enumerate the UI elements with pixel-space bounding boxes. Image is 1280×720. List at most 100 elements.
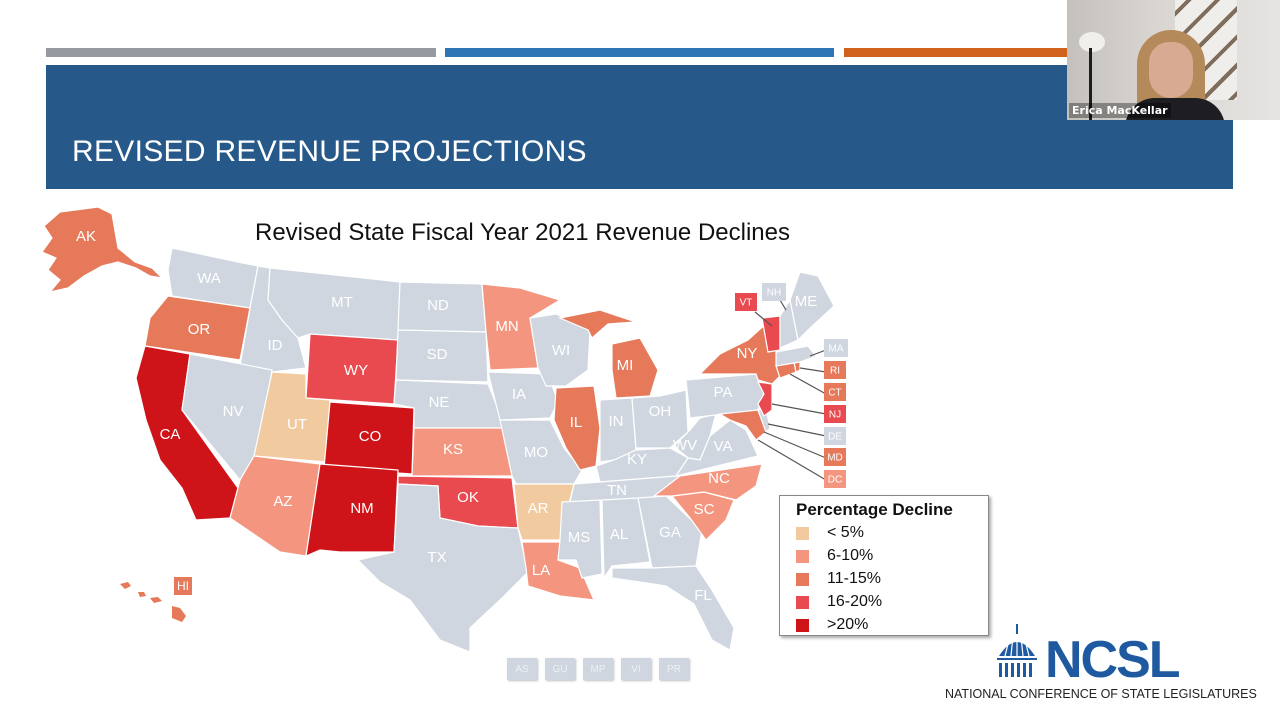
territory-AS[interactable]: AS — [507, 658, 537, 680]
state-HI[interactable] — [120, 582, 186, 622]
callout-MD[interactable] — [824, 448, 846, 466]
state-NM[interactable] — [305, 463, 399, 557]
state-ME[interactable] — [789, 271, 835, 342]
svg-text:WA: WA — [197, 270, 221, 287]
svg-text:AR: AR — [528, 500, 549, 517]
state-MS[interactable] — [557, 499, 603, 579]
accent-bar-blue — [445, 48, 834, 57]
svg-text:CO: CO — [359, 428, 382, 445]
svg-text:KY: KY — [627, 451, 647, 468]
slide-title-band: REVISED REVENUE PROJECTIONS — [46, 65, 1233, 189]
legend-label: < 5% — [827, 524, 864, 541]
svg-text:AZ: AZ — [273, 493, 292, 510]
svg-text:DE: DE — [828, 432, 842, 443]
svg-text:NC: NC — [708, 470, 730, 487]
video-lamp-pole — [1089, 48, 1092, 120]
svg-text:IN: IN — [609, 413, 624, 430]
state-OR[interactable] — [144, 295, 251, 361]
callout-RI[interactable] — [824, 361, 846, 379]
legend-label: 6-10% — [827, 547, 874, 564]
state-MA[interactable] — [775, 345, 817, 367]
legend-label: >20% — [827, 616, 869, 633]
svg-text:VA: VA — [714, 438, 733, 455]
slide-title: REVISED REVENUE PROJECTIONS — [72, 135, 587, 168]
state-TX[interactable] — [356, 483, 529, 653]
callout-CT[interactable] — [824, 383, 846, 401]
territory-MP[interactable]: MP — [583, 658, 613, 680]
callout-NJ[interactable] — [824, 405, 846, 423]
svg-text:MS: MS — [568, 529, 591, 546]
state-FL[interactable] — [611, 565, 735, 651]
state-labels: AK WA OR CA ID NV MT WY UT CO AZ NM ND S… — [76, 228, 844, 604]
svg-text:OH: OH — [649, 403, 672, 420]
state-IL[interactable] — [553, 385, 601, 471]
territory-GU[interactable]: GU — [545, 658, 575, 680]
callout-MA[interactable] — [824, 339, 848, 357]
legend-swatch — [796, 549, 809, 563]
state-SD[interactable] — [395, 329, 489, 383]
svg-text:WY: WY — [344, 362, 368, 379]
state-IA[interactable] — [487, 371, 559, 421]
svg-text:LA: LA — [532, 562, 550, 579]
participant-video-tile[interactable]: Erica MacKellar — [1067, 0, 1280, 120]
svg-text:ME: ME — [795, 293, 818, 310]
svg-text:WV: WV — [673, 437, 697, 454]
svg-text:DC: DC — [828, 475, 842, 486]
legend-item-16-20: 16-20% — [796, 592, 882, 612]
state-AK[interactable] — [41, 206, 164, 293]
us-choropleth-map: AK WA OR CA ID NV MT WY UT CO AZ NM ND S… — [41, 206, 848, 653]
svg-text:MD: MD — [827, 453, 843, 464]
svg-text:MT: MT — [331, 294, 353, 311]
svg-text:NJ: NJ — [829, 410, 841, 421]
ncsl-logo: NCSL NATIONAL CONFERENCE OF STATE LEGISL… — [945, 622, 1257, 712]
legend-label: 16-20% — [827, 593, 883, 610]
capitol-dome-icon — [997, 624, 1037, 677]
participant-body — [1125, 98, 1225, 120]
svg-text:NH: NH — [767, 288, 781, 299]
state-VT[interactable] — [761, 315, 781, 353]
svg-text:TX: TX — [427, 549, 446, 566]
participant-name: Erica MacKellar — [1069, 103, 1171, 118]
callout-DE[interactable] — [824, 427, 846, 445]
callout-boxes — [174, 283, 848, 595]
legend-item-lt5: < 5% — [796, 523, 864, 543]
territory-VI[interactable]: VI — [621, 658, 651, 680]
svg-text:IL: IL — [570, 414, 583, 431]
accent-bar-orange — [844, 48, 1234, 57]
callout-VT[interactable] — [735, 293, 757, 311]
svg-text:NE: NE — [429, 394, 450, 411]
legend-swatch — [796, 595, 809, 609]
svg-text:UT: UT — [287, 416, 307, 433]
svg-text:SC: SC — [694, 501, 715, 518]
svg-text:ID: ID — [268, 337, 283, 354]
state-MI[interactable] — [557, 309, 659, 399]
callout-NH[interactable] — [762, 283, 786, 301]
legend-swatch — [796, 618, 809, 632]
svg-text:FL: FL — [694, 587, 712, 604]
legend-item-11-15: 11-15% — [796, 569, 881, 589]
state-AL[interactable] — [601, 497, 651, 580]
map-legend: Percentage Decline < 5% 6-10% 11-15% 16-… — [779, 495, 989, 636]
svg-text:IA: IA — [512, 386, 526, 403]
state-MO[interactable] — [499, 419, 583, 485]
svg-text:OR: OR — [188, 321, 211, 338]
ncsl-tagline: NATIONAL CONFERENCE OF STATE LEGISLATURE… — [945, 687, 1257, 701]
territory-PR[interactable]: PR — [659, 658, 689, 680]
svg-text:PA: PA — [714, 384, 733, 401]
callout-DC[interactable] — [824, 470, 846, 488]
svg-text:MN: MN — [495, 318, 518, 335]
legend-item-6-10: 6-10% — [796, 546, 873, 566]
svg-text:OK: OK — [457, 489, 479, 506]
callout-HI[interactable] — [174, 577, 192, 595]
svg-text:MO: MO — [524, 444, 548, 461]
accent-bar-gray — [46, 48, 436, 57]
svg-text:TN: TN — [607, 482, 627, 499]
svg-text:NY: NY — [737, 345, 758, 362]
legend-label: 11-15% — [827, 570, 881, 587]
state-NC[interactable] — [652, 463, 763, 501]
svg-text:RI: RI — [830, 366, 840, 377]
state-WI[interactable] — [529, 313, 591, 387]
state-VA[interactable] — [674, 419, 759, 477]
map-title: Revised State Fiscal Year 2021 Revenue D… — [255, 219, 790, 246]
svg-text:HI: HI — [177, 579, 189, 593]
